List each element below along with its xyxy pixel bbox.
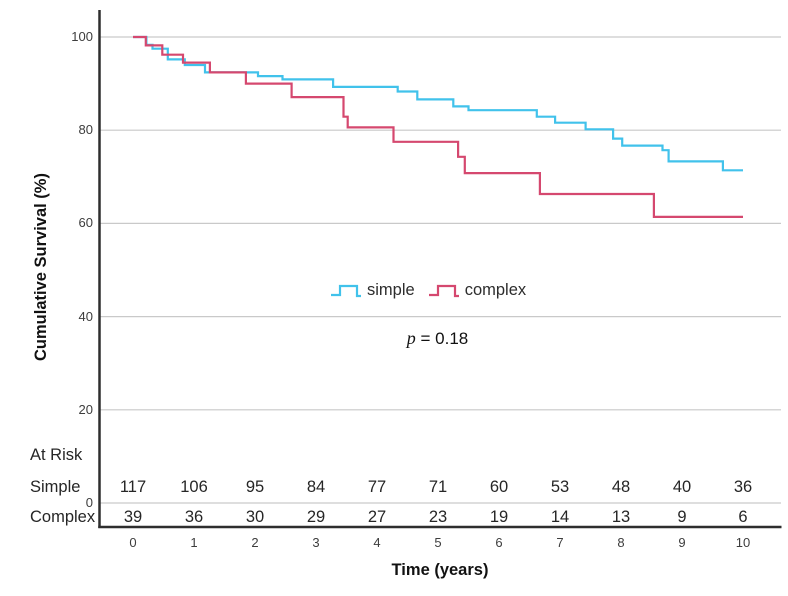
y-tick-label: 60 (78, 215, 93, 231)
p-value-annotation: p = 0.18 (370, 328, 505, 348)
p-value-text: = 0.18 (415, 329, 469, 348)
at-risk-count-simple: 40 (672, 478, 692, 496)
at-risk-count-complex: 14 (550, 508, 570, 526)
at-risk-count-simple: 60 (489, 478, 509, 496)
at-risk-count-simple: 71 (428, 478, 448, 496)
legend-item-complex: complex (428, 281, 526, 300)
p-symbol: p (406, 328, 416, 348)
at-risk-count-complex: 36 (184, 508, 204, 526)
at-risk-count-simple: 106 (180, 478, 208, 496)
at-risk-count-complex: 23 (428, 508, 448, 526)
x-tick-label: 9 (678, 535, 686, 550)
at-risk-count-simple: 95 (245, 478, 265, 496)
y-tick-label: 100 (71, 29, 93, 44)
x-tick-label: 4 (373, 535, 381, 550)
x-tick-label: 0 (129, 535, 137, 550)
at-risk-row-label-simple: Simple (30, 478, 81, 496)
y-tick-label: 40 (78, 308, 93, 324)
at-risk-count-simple: 84 (306, 478, 326, 496)
at-risk-count-complex: 9 (677, 508, 687, 526)
at-risk-count-simple: 117 (119, 478, 147, 496)
legend-label-simple: simple (367, 281, 415, 299)
complex-step-line-icon (428, 284, 459, 297)
y-axis-title: Cumulative Survival (%) (32, 173, 50, 361)
y-tick-label: 0 (85, 495, 93, 510)
legend-item-simple: simple (330, 281, 415, 300)
at-risk-count-complex: 39 (123, 508, 143, 526)
at-risk-count-simple: 77 (367, 478, 387, 496)
legend-label-complex: complex (464, 281, 527, 299)
at-risk-count-complex: 13 (611, 508, 631, 526)
survival-curve-simple (133, 35, 743, 172)
legend: simple complex (330, 281, 526, 300)
at-risk-count-simple: 53 (550, 478, 570, 496)
survival-curve-complex (133, 35, 743, 218)
x-tick-label: 3 (312, 535, 320, 550)
at-risk-count-complex: 6 (738, 508, 748, 526)
at-risk-count-complex: 29 (306, 508, 326, 526)
x-tick-label: 1 (190, 535, 198, 550)
at-risk-count-complex: 19 (489, 508, 509, 526)
x-axis-title: Time (years) (391, 561, 489, 579)
x-tick-label: 8 (617, 535, 625, 550)
at-risk-count-complex: 30 (245, 508, 265, 526)
x-tick-label: 2 (251, 535, 259, 550)
at-risk-count-complex: 27 (367, 508, 387, 526)
at-risk-header: At Risk (30, 446, 83, 464)
at-risk-row-label-complex: Complex (30, 508, 96, 526)
at-risk-count-simple: 36 (733, 478, 753, 496)
x-tick-label: 6 (495, 535, 503, 550)
simple-step-line-icon (331, 284, 361, 297)
y-tick-label: 20 (78, 401, 93, 417)
x-tick-label: 5 (434, 535, 442, 550)
y-tick-label: 80 (78, 122, 93, 138)
at-risk-count-simple: 48 (611, 478, 631, 496)
x-tick-label: 7 (556, 535, 564, 550)
x-tick-label: 10 (735, 535, 751, 550)
